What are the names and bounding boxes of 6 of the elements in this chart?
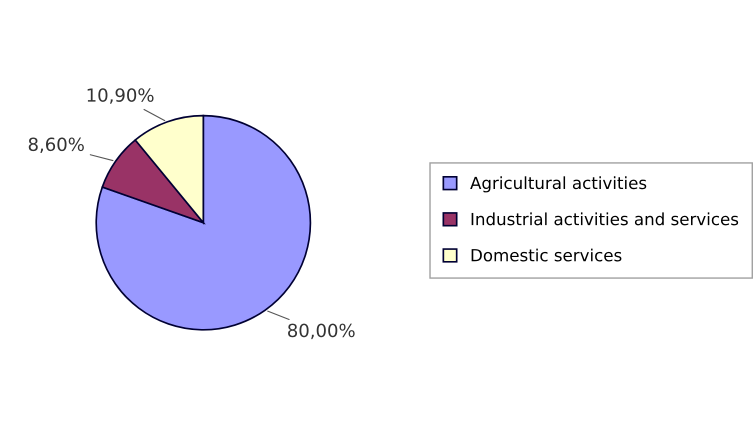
legend-label: Industrial activities and services [472,212,738,226]
data-label: 8,60% [28,137,84,153]
data-label: 10,90% [88,88,154,104]
data-label: 80,00% [288,324,355,340]
legend-label: Domestic services [472,248,622,262]
legend-label: Agricultural activities [470,176,646,192]
